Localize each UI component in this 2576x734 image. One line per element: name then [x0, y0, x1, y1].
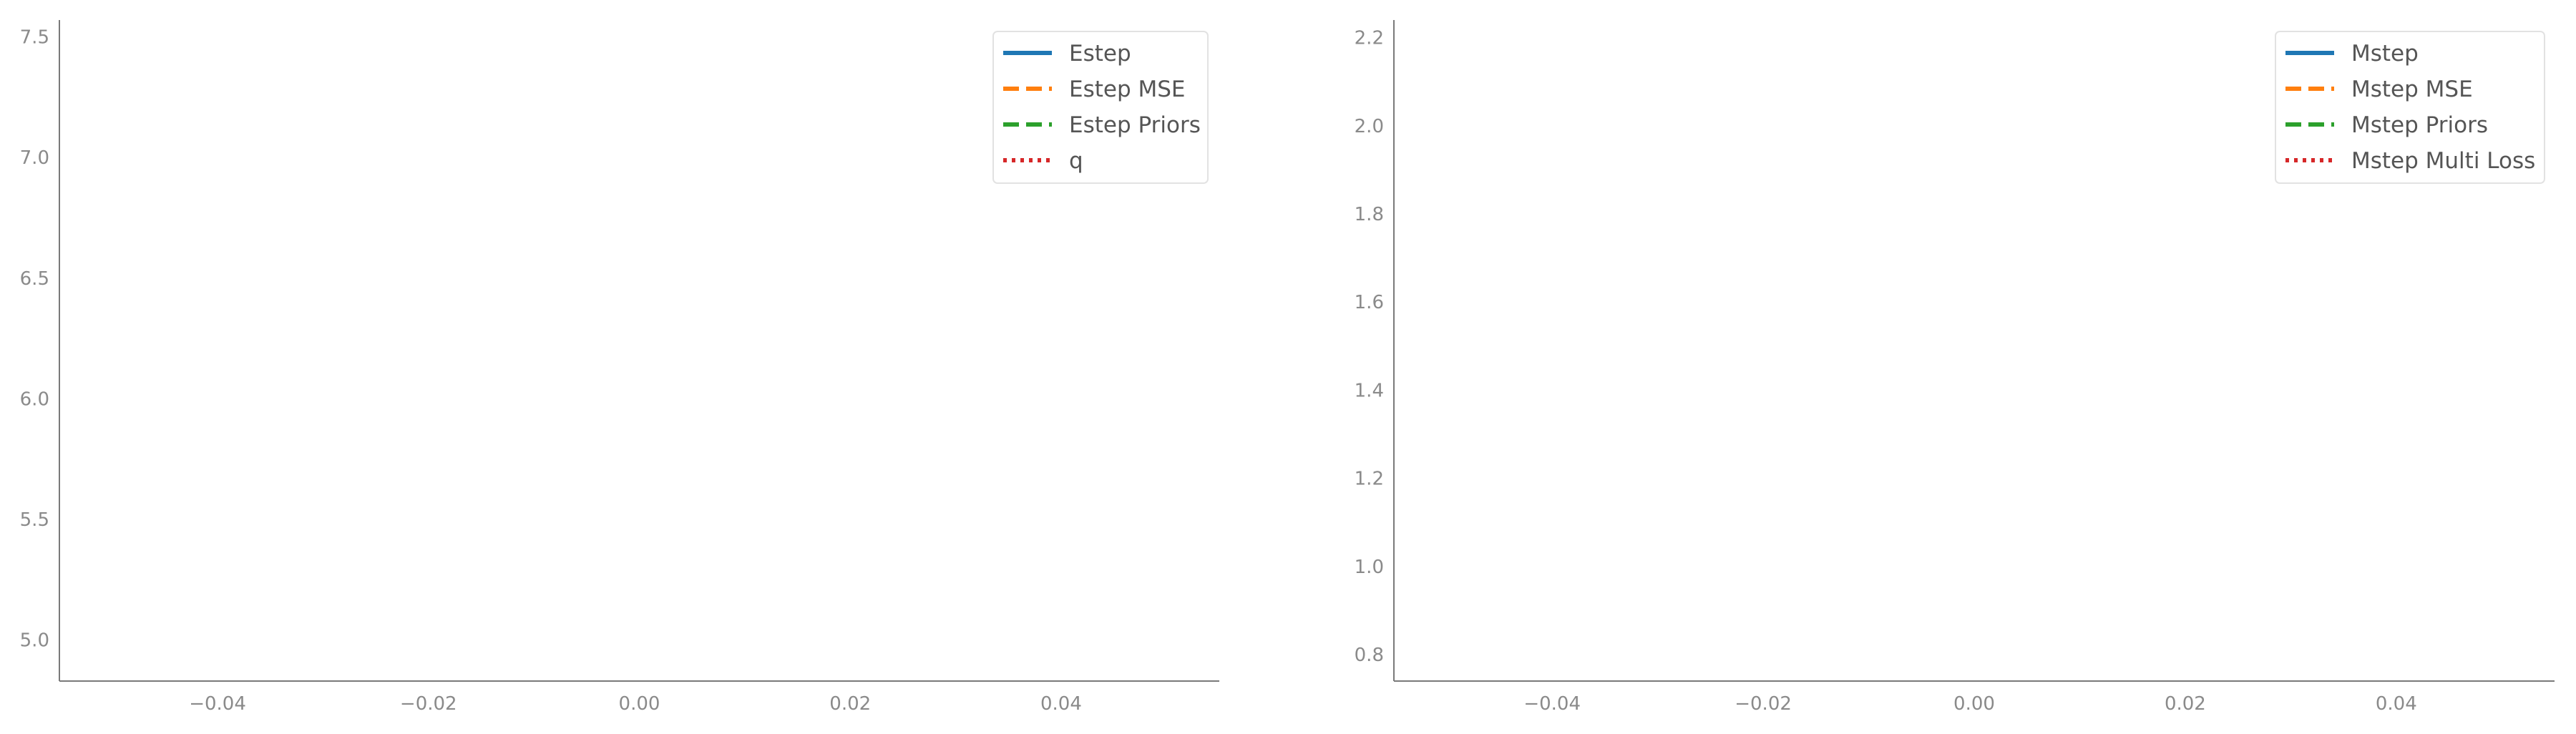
legend: Mstep Mstep MSE Mstep Priors Mstep Multi Lo… — [2275, 31, 2545, 184]
y-tick-label: 0.8 — [1355, 645, 1384, 666]
x-tick-label: 0.04 — [1040, 693, 1082, 715]
x-tick-label: 0.04 — [2376, 693, 2417, 715]
x-tick-label: −0.02 — [1735, 693, 1792, 715]
x-tick-label: 0.00 — [1953, 693, 1995, 715]
legend-frame — [992, 31, 1209, 184]
y-tick-label: 5.0 — [20, 630, 49, 652]
y-tick-label: 1.6 — [1355, 292, 1384, 313]
y-tick-label: 2.0 — [1355, 116, 1384, 137]
y-tick-label: 6.5 — [20, 268, 49, 290]
legend-label: Mstep Multi Loss — [2351, 148, 2535, 174]
legend-label: q — [1069, 148, 1083, 174]
y-tick-label: 7.5 — [20, 27, 49, 49]
legend: Estep Estep MSE Estep Priors q — [992, 31, 1209, 184]
legend-label: Estep MSE — [1069, 77, 1186, 102]
legend-label: Mstep Priors — [2351, 112, 2488, 138]
chart-panel-2: −0.04 −0.02 0.00 0.02 0.04 0.8 1.0 1.2 1.4 1.6 1.8… — [1355, 20, 2555, 715]
legend-frame — [2275, 31, 2545, 184]
y-tick-label: 1.2 — [1355, 469, 1384, 490]
x-tick-label: 0.02 — [2165, 693, 2206, 715]
y-tick-label: 2.2 — [1355, 28, 1384, 49]
y-tick-label: 7.0 — [20, 147, 49, 169]
x-tick-label: −0.04 — [189, 693, 246, 715]
x-tick-label: −0.04 — [1523, 693, 1581, 715]
legend-label: Mstep — [2351, 41, 2419, 67]
legend-label: Mstep MSE — [2351, 77, 2473, 102]
y-tick-label: 5.5 — [20, 509, 49, 531]
y-tick-label: 6.0 — [20, 388, 49, 410]
chart-panel-1: −0.04 −0.02 0.00 0.02 0.04 5.0 5.5 6.0 6.5 7.0 7.5… — [20, 20, 1219, 715]
legend-label: Estep Priors — [1069, 112, 1201, 138]
x-tick-label: −0.02 — [400, 693, 457, 715]
legend-label: Estep — [1069, 41, 1131, 67]
x-tick-label: 0.00 — [619, 693, 660, 715]
x-tick-label: 0.02 — [829, 693, 871, 715]
y-tick-label: 1.0 — [1355, 557, 1384, 578]
y-tick-label: 1.4 — [1355, 380, 1384, 401]
y-tick-label: 1.8 — [1355, 204, 1384, 225]
